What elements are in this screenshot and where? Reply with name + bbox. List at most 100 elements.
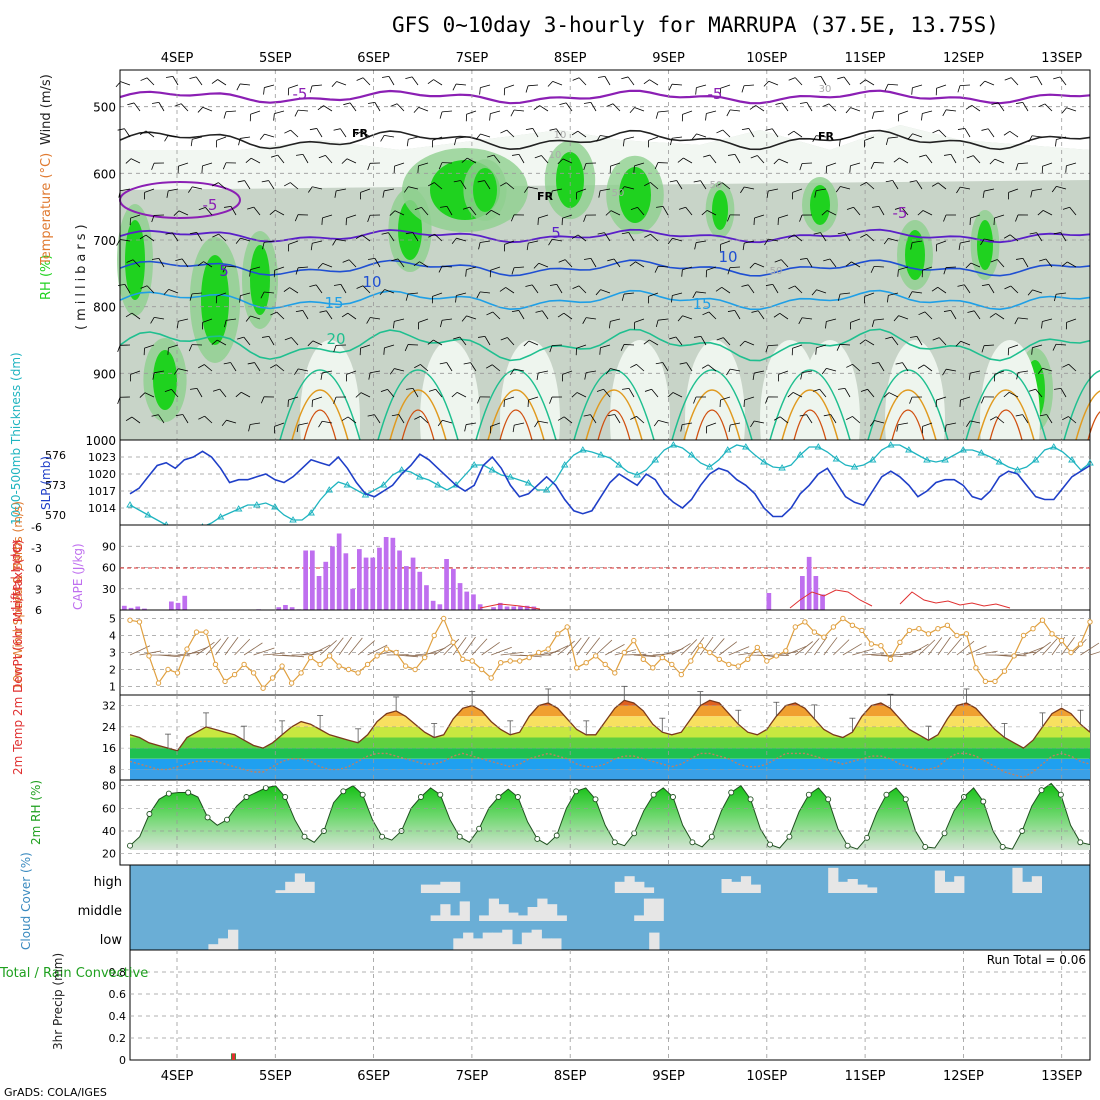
rh-marker <box>825 796 832 803</box>
wind-barb-flag <box>799 414 807 417</box>
wind-barb <box>181 258 189 268</box>
wind-barb-flag <box>381 75 389 78</box>
thickness-marker <box>524 479 533 486</box>
thickness-series-line <box>129 444 1091 531</box>
rh-low-region-top <box>120 70 1090 150</box>
wind-barb-flag <box>188 344 193 352</box>
cape-bar <box>444 559 449 610</box>
wind-barb <box>435 388 443 398</box>
wind-barb <box>806 258 813 268</box>
wind-barb <box>887 83 899 86</box>
lifted-index-tick-label: 0 <box>35 563 42 576</box>
wind-barb-flag <box>269 364 277 369</box>
wind-barb <box>772 284 779 294</box>
wind-barb-flag <box>152 372 155 380</box>
wind-barb <box>154 370 165 374</box>
wind-speed-marker <box>859 627 865 634</box>
wind-barb <box>590 102 597 112</box>
wind-barb-flag <box>310 243 313 251</box>
cloud-bar-high <box>944 881 955 893</box>
wind-barb-flag <box>633 165 635 173</box>
wind-barb <box>178 318 189 322</box>
wind-barb <box>362 285 371 294</box>
lifted-index-tick-label: 6 <box>35 604 42 617</box>
date-label-top: 9SEP <box>652 51 685 66</box>
wind-barb <box>873 162 885 164</box>
wind-barb-flag <box>476 291 481 299</box>
thickness-marker <box>742 443 750 450</box>
rh-tick-label: 80 <box>102 780 116 793</box>
wind-barb-flag <box>269 209 276 215</box>
wind-barb-flag <box>598 190 601 198</box>
wind-barb <box>657 265 669 268</box>
wind-barb <box>768 188 779 192</box>
cloud-panel: high middle low <box>78 864 1091 951</box>
wind-barb <box>491 364 501 372</box>
wind-barb <box>899 157 909 164</box>
wind-barb-flag <box>825 321 827 329</box>
wind-barb-flag <box>981 284 989 286</box>
wind-barb <box>418 107 429 112</box>
wind-barb <box>922 210 933 216</box>
wind-barb-flag <box>1037 210 1044 216</box>
wind-barb-flag <box>343 102 351 106</box>
date-label-top: 10SEP <box>746 51 787 66</box>
cape-bar <box>370 557 376 610</box>
wind-barb <box>709 154 717 164</box>
wind-barb <box>563 312 573 320</box>
cloud-level-middle: middle <box>78 904 122 919</box>
wind-barb-flag <box>212 388 220 392</box>
wind-barb <box>973 310 981 320</box>
wind-barb-flag <box>608 321 611 329</box>
cloud-bar-high <box>721 879 732 893</box>
wind-barb-flag <box>669 138 673 146</box>
wind-barb-flag <box>800 372 803 380</box>
wind-barb <box>648 136 659 141</box>
wind-barb <box>902 362 909 372</box>
wind-speed-marker <box>868 641 875 647</box>
cloud-bar-middle <box>450 915 461 921</box>
contour-20-hump <box>1063 370 1100 441</box>
wind-barb-flag <box>667 392 674 398</box>
thickness-marker <box>796 451 804 458</box>
temperature-band <box>130 758 1090 770</box>
wind-barb-flag <box>151 215 155 223</box>
wind-barb <box>722 129 731 138</box>
wind-barb-flag <box>980 396 985 404</box>
cloud-bar-high <box>440 881 451 893</box>
cloud-bar-high <box>867 887 878 893</box>
wind-barb-flag <box>966 155 974 159</box>
surface-wind-barb <box>852 648 874 656</box>
contour-label: 20 <box>326 330 345 348</box>
wind-barb <box>852 364 861 372</box>
wind-barb <box>840 292 851 295</box>
wind-barb <box>240 292 251 296</box>
wind-barb <box>446 206 453 216</box>
wind-barb-flag <box>236 83 241 91</box>
wind-barb <box>168 134 179 138</box>
wind-barb <box>729 266 741 269</box>
wind-barb-flag <box>765 284 773 286</box>
wind-barb <box>922 266 933 271</box>
cloud-bar-high <box>294 873 305 893</box>
precip-tick-label: 0.8 <box>109 966 127 979</box>
cloud-bar-middle <box>527 907 538 921</box>
rh-marker <box>340 788 347 795</box>
wind-barb-flag <box>222 162 227 170</box>
wind-barb <box>696 291 707 294</box>
wind-barb <box>480 133 491 138</box>
wind-barb-flag <box>1037 367 1043 375</box>
wind-barb <box>995 313 1005 320</box>
wind-barb <box>484 180 491 190</box>
surface-wind-barb <box>443 638 460 656</box>
wind-speed-marker <box>355 670 361 676</box>
date-label-bottom: 10SEP <box>746 1069 787 1084</box>
wind-barb-flag <box>1004 77 1012 81</box>
wind-barb-flag <box>452 83 457 91</box>
wind-barb <box>419 261 429 268</box>
surface-wind-barb <box>814 636 828 656</box>
cape-bar <box>283 605 288 610</box>
contour-label: 10 <box>554 130 567 141</box>
wind-barb <box>1022 414 1029 424</box>
